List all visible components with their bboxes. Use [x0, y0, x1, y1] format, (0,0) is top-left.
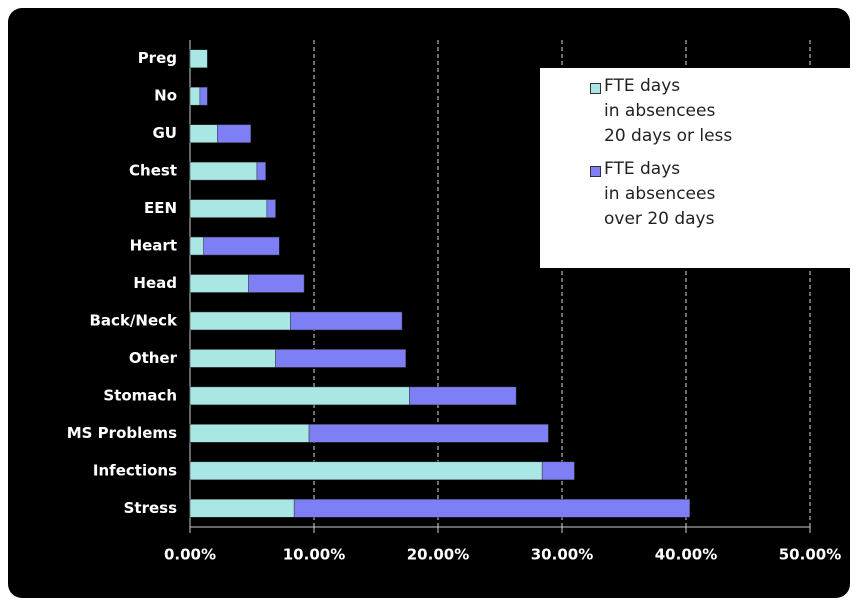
legend-label: FTE days in absencees over 20 days — [604, 159, 716, 229]
y-tick-label: Heart — [130, 237, 177, 255]
bar — [189, 311, 291, 331]
bar — [189, 274, 249, 293]
bar — [256, 161, 266, 181]
bar — [409, 386, 517, 406]
bar — [199, 86, 208, 106]
bar — [217, 124, 252, 143]
legend-swatch — [590, 166, 601, 177]
x-tick-label: 50.00% — [779, 546, 841, 564]
y-tick-label: Preg — [138, 49, 177, 67]
y-tick-label: MS Problems — [67, 424, 177, 442]
bar — [293, 499, 690, 518]
bar — [189, 49, 208, 68]
bar — [290, 311, 403, 331]
bar — [266, 199, 276, 218]
y-tick-label: Other — [129, 349, 178, 367]
bar — [308, 424, 549, 443]
x-tick-label: 30.00% — [531, 546, 593, 564]
bar — [248, 274, 305, 293]
legend-entry: FTE days in absencees over 20 days — [590, 159, 850, 232]
legend-swatch — [590, 83, 601, 94]
y-tick-label: Back/Neck — [90, 311, 179, 329]
y-tick-label: Stomach — [103, 386, 177, 404]
x-tick-label: 40.00% — [655, 546, 717, 564]
bar — [189, 161, 258, 181]
x-tick-label: 20.00% — [407, 546, 469, 564]
bar — [189, 124, 218, 143]
legend: FTE days in absencees 20 days or less FTE… — [540, 68, 850, 268]
bar — [189, 349, 276, 368]
bar — [189, 461, 543, 481]
bar — [275, 349, 407, 368]
bar — [189, 424, 310, 443]
y-tick-label: EEN — [144, 199, 177, 217]
bar — [541, 461, 575, 481]
bar — [189, 236, 204, 256]
bar — [189, 86, 201, 106]
y-tick-label: Infections — [93, 461, 177, 479]
bar — [203, 236, 280, 256]
x-tick-label: 0.00% — [164, 546, 216, 564]
y-tick-label: Head — [133, 274, 177, 292]
legend-label: FTE days in absencees 20 days or less — [604, 76, 733, 146]
bar — [189, 499, 295, 518]
x-tick-label: 10.00% — [283, 546, 345, 564]
legend-entry: FTE days in absencees 20 days or less — [590, 76, 850, 149]
bar — [189, 199, 268, 218]
y-tick-label: Stress — [124, 499, 177, 517]
y-tick-label: No — [154, 87, 177, 105]
bar — [189, 386, 410, 406]
y-tick-label: Chest — [129, 162, 177, 180]
y-tick-label: GU — [153, 124, 178, 142]
